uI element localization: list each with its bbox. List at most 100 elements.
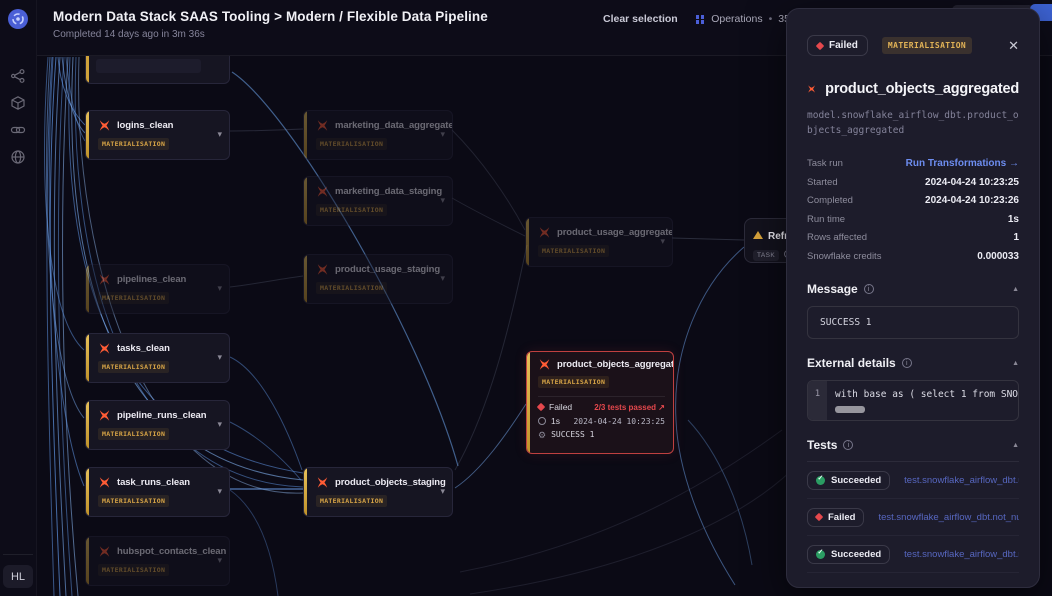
close-icon[interactable] xyxy=(1008,38,1019,54)
node-accent-bar xyxy=(86,265,89,313)
pipelines-nav-icon[interactable] xyxy=(10,68,26,84)
task-badge: TASK xyxy=(753,250,780,261)
test-link[interactable]: test.snowflake_airflow_dbt.not_null_pr xyxy=(904,548,1019,560)
divider xyxy=(807,461,1019,463)
dag-node-logins-clean[interactable]: logins_clean MATERIALISATION xyxy=(85,110,230,160)
collapse-section-icon[interactable] xyxy=(1012,442,1019,449)
dag-node-product-usage-aggregated[interactable]: product_usage_aggregated MATERIALISATION xyxy=(525,217,673,267)
failed-diamond-icon xyxy=(536,402,546,412)
test-row: Failed test.snowflake_airflow_dbt.not_nu… xyxy=(807,499,1019,537)
chevron-down-icon[interactable] xyxy=(217,419,222,430)
dot-separator: • xyxy=(768,13,773,25)
materialisation-badge: MATERIALISATION xyxy=(881,37,973,54)
dbt-icon xyxy=(808,85,815,93)
succeeded-check-icon xyxy=(816,474,825,485)
materialisation-badge: MATERIALISATION xyxy=(316,138,388,150)
dbt-icon xyxy=(99,274,110,285)
chevron-down-icon[interactable] xyxy=(217,352,222,363)
redacted-bar xyxy=(835,406,865,414)
dag-node-product-objects-staging[interactable]: product_objects_staging MATERIALISATION xyxy=(303,467,453,517)
collapse-section-icon[interactable] xyxy=(1012,360,1019,367)
collapse-section-icon[interactable] xyxy=(1012,286,1019,293)
dag-node-marketing-data-staging[interactable]: marketing_data_staging MATERIALISATION xyxy=(303,176,453,226)
info-icon xyxy=(843,440,854,451)
user-avatar[interactable]: HL xyxy=(3,565,33,588)
operations-counter[interactable]: Operations • 35 xyxy=(695,13,790,25)
node-accent-bar xyxy=(86,334,89,382)
gear-icon xyxy=(538,431,546,439)
materialisation-badge: MATERIALISATION xyxy=(316,495,388,507)
code-line: with base as ( select 1 from SNOWFLAKE xyxy=(835,389,1018,401)
web-globe-nav-icon[interactable] xyxy=(10,149,26,165)
detail-row: Completed 2024-04-24 10:23:26 xyxy=(807,191,1019,210)
test-link[interactable]: test.snowflake_airflow_dbt.not_null_pr xyxy=(878,511,1019,523)
node-message: SUCCESS 1 xyxy=(551,430,595,439)
node-status: Failed xyxy=(549,402,573,412)
failed-diamond-icon xyxy=(815,41,825,50)
test-status-badge: Succeeded xyxy=(807,544,891,564)
dag-node-product-objects-aggregated-selected[interactable]: product_objects_aggregated MATERIALISATI… xyxy=(526,351,674,454)
detail-value: 1 xyxy=(1013,232,1019,244)
integrations-link-nav-icon[interactable] xyxy=(10,122,26,138)
chevron-down-icon[interactable] xyxy=(217,129,222,140)
dbt-icon xyxy=(99,120,110,131)
test-link[interactable]: test.snowflake_airflow_dbt.unique_pro xyxy=(904,474,1019,486)
divider xyxy=(538,396,665,397)
dbt-icon xyxy=(99,546,110,557)
node-accent-bar xyxy=(526,218,529,266)
chevron-down-icon[interactable] xyxy=(217,283,222,294)
detail-label: Started xyxy=(807,176,838,188)
dbt-icon xyxy=(99,477,110,488)
materialisation-badge: MATERIALISATION xyxy=(98,564,170,576)
chevron-down-icon[interactable] xyxy=(217,555,222,566)
panel-title: product_objects_aggregated xyxy=(825,81,1019,97)
node-label: hubspot_contacts_clean xyxy=(117,546,227,557)
clock-icon xyxy=(538,417,546,425)
test-status-label: Succeeded xyxy=(831,474,882,486)
chevron-down-icon[interactable] xyxy=(217,486,222,497)
chevron-down-icon[interactable] xyxy=(440,273,445,284)
app-logo[interactable] xyxy=(7,8,29,30)
external-details-section-title: External details xyxy=(807,356,896,371)
detail-label: Task run xyxy=(807,158,843,170)
dag-node-tasks-clean[interactable]: tasks_clean MATERIALISATION xyxy=(85,333,230,383)
test-status-label: Succeeded xyxy=(831,548,882,560)
node-timestamp: 2024-04-24 10:23:25 xyxy=(573,416,665,426)
node-accent-bar xyxy=(86,468,89,516)
dag-node-hubspot-contacts-clean[interactable]: hubspot_contacts_clean MATERIALISATION xyxy=(85,536,230,586)
node-accent-bar xyxy=(86,37,89,83)
node-accent-bar xyxy=(86,537,89,585)
dag-node-task-runs-clean[interactable]: task_runs_clean MATERIALISATION xyxy=(85,467,230,517)
detail-row: Rows affected 1 xyxy=(807,228,1019,247)
node-label: task_runs_clean xyxy=(117,477,190,488)
node-accent-bar xyxy=(86,401,89,449)
dbt-icon xyxy=(317,264,328,275)
dag-node-pipeline-runs-clean[interactable]: pipeline_runs_clean MATERIALISATION xyxy=(85,400,230,450)
clear-selection-button[interactable]: Clear selection xyxy=(603,13,678,25)
tests-passed-link[interactable]: 2/3 tests passed ↗ xyxy=(594,402,665,412)
external-details-code: 1 with base as ( select 1 from SNOWFLAKE xyxy=(807,380,1019,422)
assets-cube-nav-icon[interactable] xyxy=(10,95,26,111)
chevron-down-icon[interactable] xyxy=(440,195,445,206)
test-status-badge: Failed xyxy=(807,507,865,527)
node-accent-bar xyxy=(304,177,307,225)
node-label: product_usage_aggregated xyxy=(557,227,673,238)
dag-node-marketing-data-aggregated[interactable]: marketing_data_aggregated MATERIALISATIO… xyxy=(303,110,453,160)
dag-node-pipelines-clean[interactable]: pipelines_clean MATERIALISATION xyxy=(85,264,230,314)
materialisation-badge: MATERIALISATION xyxy=(316,204,388,216)
dag-node-product-usage-staging[interactable]: product_usage_staging MATERIALISATION xyxy=(303,254,453,304)
node-label: product_objects_aggregated xyxy=(557,359,674,370)
dbt-icon xyxy=(539,227,550,238)
chevron-down-icon[interactable] xyxy=(440,486,445,497)
node-label: product_usage_staging xyxy=(335,264,441,275)
node-stub-content xyxy=(96,59,201,73)
chevron-down-icon[interactable] xyxy=(440,129,445,140)
model-path: model.snowflake_airflow_dbt.product_obje… xyxy=(807,110,1019,137)
node-label: pipeline_runs_clean xyxy=(117,410,207,421)
task-run-link[interactable]: Run Transformations → xyxy=(905,158,1019,170)
node-accent-bar xyxy=(304,468,307,516)
divider xyxy=(3,554,33,555)
chevron-down-icon[interactable] xyxy=(660,236,665,247)
detail-row: Run time 1s xyxy=(807,210,1019,229)
